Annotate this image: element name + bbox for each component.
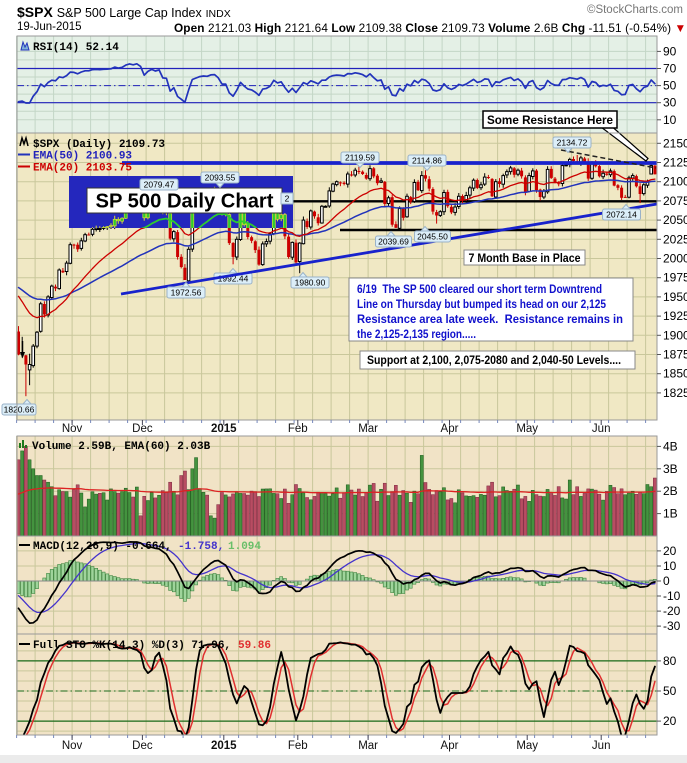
svg-text:Volume 2.59B, EMA(60) 2.03B: Volume 2.59B, EMA(60) 2.03B — [32, 441, 211, 453]
svg-text:Some Resistance Here: Some Resistance Here — [487, 113, 613, 127]
svg-text:2093.55: 2093.55 — [205, 173, 236, 183]
svg-text:May: May — [516, 740, 538, 752]
svg-text:1972.56: 1972.56 — [171, 288, 202, 298]
svg-text:Nov: Nov — [62, 423, 83, 435]
svg-text:Resistance area late week. Re: Resistance area late week. Resistance re… — [357, 313, 623, 326]
svg-text:70: 70 — [663, 62, 677, 76]
svg-text:7 Month Base in Place: 7 Month Base in Place — [469, 251, 581, 265]
svg-text:Support at 2,100, 2,075-2080 a: Support at 2,100, 2,075-2080 and 2,040-5… — [367, 353, 621, 367]
svg-text:Apr: Apr — [441, 423, 459, 435]
svg-text:2000: 2000 — [663, 252, 687, 266]
svg-text:-30: -30 — [663, 619, 681, 633]
svg-text:20: 20 — [663, 714, 677, 728]
svg-text:0: 0 — [663, 574, 670, 588]
svg-text:30: 30 — [663, 96, 677, 110]
svg-text:Feb: Feb — [288, 423, 308, 435]
svg-text:Line on Thursday but bumped it: Line on Thursday but bumped its head on … — [357, 298, 606, 311]
svg-text:2150: 2150 — [663, 136, 687, 150]
svg-text:1825: 1825 — [663, 386, 687, 400]
svg-text:1950: 1950 — [663, 290, 687, 304]
svg-text:2015: 2015 — [211, 740, 237, 752]
svg-text:1B: 1B — [663, 507, 678, 521]
svg-text:May: May — [516, 423, 538, 435]
svg-text:2015: 2015 — [211, 423, 237, 435]
svg-text:2072.14: 2072.14 — [606, 210, 637, 220]
svg-text:10: 10 — [663, 559, 677, 573]
svg-text:90: 90 — [663, 44, 677, 58]
svg-text:59.86: 59.86 — [238, 640, 271, 652]
svg-text:2039.69: 2039.69 — [378, 237, 409, 247]
svg-text:Nov: Nov — [62, 740, 83, 752]
svg-text:1850: 1850 — [663, 367, 687, 381]
svg-text:80: 80 — [663, 654, 677, 668]
svg-text:EMA(20) 2103.75: EMA(20) 2103.75 — [33, 163, 132, 175]
svg-text:2134.72: 2134.72 — [557, 138, 588, 148]
svg-text:-1.758,: -1.758, — [178, 541, 224, 553]
svg-text:1875: 1875 — [663, 348, 687, 362]
svg-text:1.094: 1.094 — [228, 541, 261, 553]
svg-text:6/19 The SP 500 cleared our s: 6/19 The SP 500 cleared our short term D… — [357, 283, 602, 296]
svg-text:2079.47: 2079.47 — [144, 180, 175, 190]
svg-text:1820.66: 1820.66 — [4, 405, 35, 415]
svg-text:3B: 3B — [663, 462, 678, 476]
svg-text:1925: 1925 — [663, 309, 687, 323]
svg-text:50: 50 — [663, 684, 677, 698]
svg-text:Jun: Jun — [592, 740, 611, 752]
svg-text:Apr: Apr — [441, 740, 459, 752]
svg-text:Full STO %K(14,3) %D(3) 71.96,: Full STO %K(14,3) %D(3) 71.96, — [33, 640, 231, 652]
svg-text:2075: 2075 — [663, 194, 687, 208]
svg-text:1975: 1975 — [663, 271, 687, 285]
svg-text:EMA(50) 2100.93: EMA(50) 2100.93 — [33, 151, 132, 163]
svg-text:Mar: Mar — [358, 423, 378, 435]
svg-text:Mar: Mar — [358, 740, 378, 752]
svg-text:SP 500 Daily Chart: SP 500 Daily Chart — [96, 191, 274, 213]
svg-text:2050: 2050 — [663, 213, 687, 227]
svg-text:-10: -10 — [663, 589, 681, 603]
svg-text:2: 2 — [285, 194, 290, 204]
svg-text:20: 20 — [663, 544, 677, 558]
svg-text:1900: 1900 — [663, 328, 687, 342]
svg-text:4B: 4B — [663, 439, 678, 453]
svg-text:2025: 2025 — [663, 232, 687, 246]
svg-text:Feb: Feb — [288, 740, 308, 752]
svg-text:2125: 2125 — [663, 156, 687, 170]
svg-text:50: 50 — [663, 79, 677, 93]
svg-text:1992.44: 1992.44 — [218, 274, 249, 284]
svg-text:$SPX (Daily) 2109.73: $SPX (Daily) 2109.73 — [33, 139, 165, 151]
svg-text:1980.90: 1980.90 — [295, 278, 326, 288]
svg-text:2100: 2100 — [663, 175, 687, 189]
svg-text:Dec: Dec — [132, 740, 153, 752]
svg-text:MACD(12,26,9) -0.664,: MACD(12,26,9) -0.664, — [33, 541, 172, 553]
svg-text:10: 10 — [663, 113, 677, 127]
svg-text:Jun: Jun — [592, 423, 611, 435]
svg-text:Dec: Dec — [132, 423, 153, 435]
svg-text:2045.50: 2045.50 — [417, 232, 448, 242]
svg-text:-20: -20 — [663, 604, 681, 618]
svg-text:the 2,125-2,135 region.....: the 2,125-2,135 region..... — [357, 328, 476, 341]
svg-text:RSI(14) 52.14: RSI(14) 52.14 — [33, 42, 119, 54]
svg-text:2114.86: 2114.86 — [412, 156, 442, 166]
svg-text:2119.59: 2119.59 — [345, 153, 375, 163]
svg-text:2B: 2B — [663, 484, 678, 498]
